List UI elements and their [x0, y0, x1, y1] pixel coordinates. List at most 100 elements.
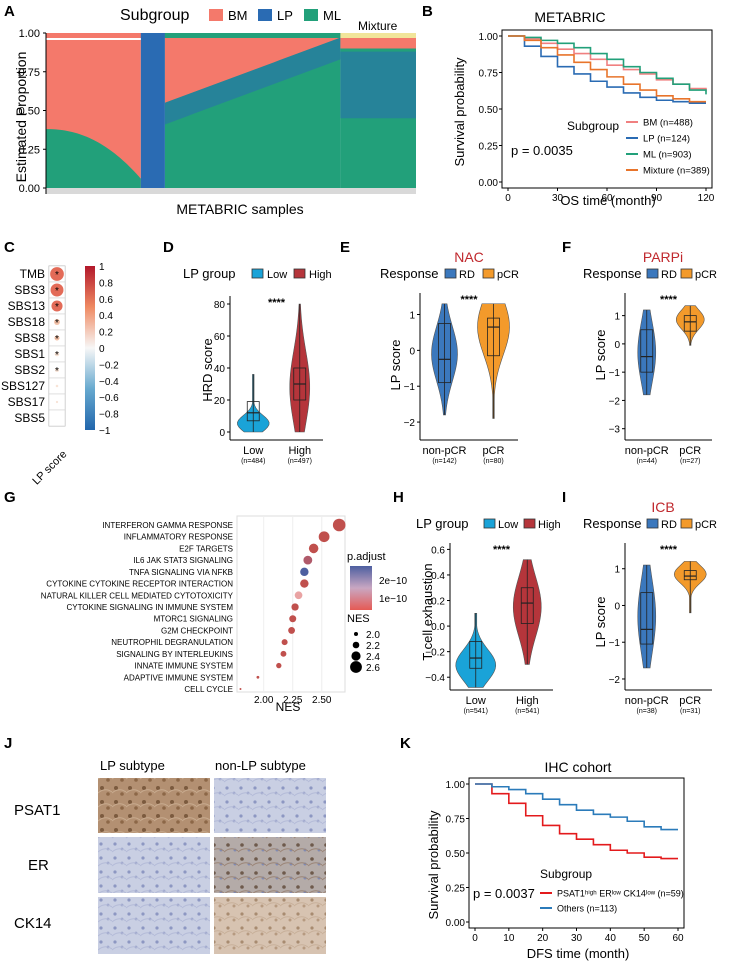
- panel-letter-h: H: [393, 489, 404, 506]
- panel-letters: A B C D E F G H I J K: [4, 3, 571, 752]
- km-legend-label-3: Mixture (n=389): [643, 166, 710, 177]
- dotplot-dot: [300, 567, 309, 577]
- violin-box: [640, 592, 654, 645]
- violin-n-label: (n=31): [680, 708, 700, 715]
- violin-y-tick-label: −1: [609, 368, 621, 379]
- dotplot-size-legend-label: 2.4: [366, 652, 380, 663]
- dotplot-x-tick-label: 2.00: [254, 695, 274, 706]
- legend-label-ml: ML: [323, 8, 341, 23]
- panel-g-legend-size-title: NES: [347, 613, 370, 625]
- panel-k-legend-title: Subgroup: [540, 867, 592, 881]
- dotplot-term-label: TNFA SIGNALING VIA NFKB: [129, 568, 233, 577]
- violin-y-tick-label: −1: [404, 382, 416, 393]
- panel-a-ml-bm-area: [164, 33, 341, 103]
- dotplot-term-label: INNATE IMMUNE SYSTEM: [134, 662, 233, 671]
- violin-y-tick-label: −2: [404, 418, 416, 429]
- colorbar-tick-label: 1: [99, 262, 105, 273]
- mixture-label: Mixture: [358, 19, 398, 33]
- violin-y-tick-label: −2: [609, 396, 621, 407]
- legend-label-rd: RD: [661, 269, 677, 281]
- panel-letter-a: A: [4, 3, 15, 20]
- panel-a-x-axis-band: [46, 188, 416, 194]
- panel-a-y-tick-label: 0.75: [19, 67, 40, 79]
- km-curve-0: [475, 783, 678, 860]
- panel-c-plot-area: TMB * SBS3 * SBS13 * SBS18 * SBS8 * SBS1 * SBS2 * SBS1…: [1, 262, 119, 437]
- violin-box: [469, 641, 483, 669]
- colorbar-tick-label: −1: [99, 426, 111, 437]
- panel-b-y-axis-title: Survival probability: [452, 57, 467, 167]
- km-legend-label-2: ML (n=903): [643, 150, 692, 161]
- km-x-tick-label: 90: [651, 193, 663, 204]
- legend-label-high: High: [538, 519, 561, 531]
- panel-g-gsea-dotplot: 2.00 2.25 2.50 INTERFERON GAMMA RESPONSE INF…: [41, 515, 408, 714]
- dotplot-dot: [280, 650, 287, 657]
- dotplot-term-label: E2F TARGETS: [179, 544, 233, 553]
- panel-letter-c: C: [4, 239, 15, 256]
- violin-x-label: non-pCR: [625, 695, 669, 707]
- panel-k-title: IHC cohort: [545, 759, 612, 775]
- panel-b-km-plot: METABRIC Survival probability OS time (m…: [452, 9, 715, 208]
- significance-stars: ****: [660, 544, 678, 556]
- colorbar-tick-label: 0.6: [99, 295, 113, 306]
- heatmap-row-label: SBS127: [1, 379, 45, 393]
- panel-c-x-label: LP score: [30, 448, 69, 487]
- dotplot-size-legend-dot: [350, 661, 362, 673]
- dotplot-background: [236, 515, 346, 693]
- km-x-tick-label: 0: [505, 193, 511, 204]
- dotplot-term-label: CYTOKINE SIGNALING IN IMMUNE SYSTEM: [66, 603, 233, 612]
- km-curve-3: [508, 35, 706, 103]
- dotplot-term-label: ADAPTIVE IMMUNE SYSTEM: [124, 673, 234, 682]
- heatmap-dot: [55, 400, 59, 404]
- panel-letter-f: F: [562, 239, 571, 256]
- violin-y-tick-label: 0: [219, 428, 225, 439]
- panel-c-correlation-heatmap: TMB * SBS3 * SBS13 * SBS18 * SBS8 * SBS1 * SBS2 * SBS1…: [1, 262, 119, 487]
- panel-a-bm-ml-area: [46, 129, 141, 188]
- violin-box: [520, 587, 534, 624]
- legend-label-pcr: pCR: [497, 269, 519, 281]
- dotplot-dot: [289, 615, 297, 623]
- panel-k-x-axis-title: DFS time (month): [527, 946, 630, 961]
- panel-i-y-axis-title: LP score: [593, 596, 608, 647]
- colorbar-tick-label: −0.6: [99, 393, 119, 404]
- heatmap-star: *: [55, 302, 59, 313]
- heatmap-star: *: [55, 318, 59, 329]
- panel-a-plot-area: 0.00 0.25 0.50 0.75 1.00: [19, 28, 416, 195]
- dotplot-term-label: SIGNALING BY INTERLEUKINS: [116, 650, 233, 659]
- panel-g-legend-color-tick-1: 1e−10: [379, 594, 408, 605]
- km-x-tick-label: 50: [639, 933, 651, 944]
- legend-swatch-rd: [444, 268, 457, 279]
- ihc-col-header-lp: LP subtype: [100, 758, 165, 773]
- violin-x-label: pCR: [679, 695, 701, 707]
- dotplot-term-label: NATURAL KILLER CELL MEDIATED CYTOTOXICIT…: [41, 591, 234, 600]
- km-curve-1: [475, 783, 678, 831]
- km-legend-label-0: BM (n=488): [643, 118, 693, 129]
- panel-j-ihc-images: LP subtype non-LP subtype PSAT1 ER CK14: [14, 758, 326, 954]
- significance-stars: ****: [660, 294, 678, 306]
- km-y-tick-label: 0.50: [479, 105, 499, 116]
- km-x-tick-label: 120: [698, 193, 715, 204]
- dotplot-dot: [288, 626, 296, 634]
- violin-n-label: (n=27): [680, 458, 700, 465]
- legend-swatch-pcr: [680, 268, 693, 279]
- panel-d-violin-hrd: LP group Low High HRD score 0 20 40 60 80 ***…: [183, 266, 332, 465]
- heatmap-dot: [51, 300, 63, 312]
- panel-b-legend-title: Subgroup: [567, 119, 619, 133]
- panel-f-legend-title: Response: [583, 266, 642, 281]
- dotplot-dot: [276, 662, 282, 669]
- violin-y-tick-label: 80: [214, 300, 226, 311]
- legend-label-bm: BM: [228, 8, 248, 23]
- dotplot-dot: [239, 688, 242, 690]
- colorbar-tick-label: 0.4: [99, 311, 113, 322]
- violin-y-tick-label: 0: [614, 340, 620, 351]
- heatmap-row-label: SBS17: [8, 395, 46, 409]
- dotplot-dot: [332, 518, 346, 532]
- panel-a-lp-block: [140, 33, 165, 188]
- km-x-tick-label: 0: [472, 933, 478, 944]
- km-x-tick-label: 10: [503, 933, 515, 944]
- violin-y-tick-label: 1: [614, 565, 620, 576]
- ihc-col-header-non-lp: non-LP subtype: [215, 758, 306, 773]
- dotplot-dot: [308, 543, 319, 554]
- legend-swatch-rd: [646, 268, 659, 279]
- km-y-tick-label: 1.00: [446, 780, 466, 791]
- panel-a-subgroup-strip-bm: [46, 33, 141, 38]
